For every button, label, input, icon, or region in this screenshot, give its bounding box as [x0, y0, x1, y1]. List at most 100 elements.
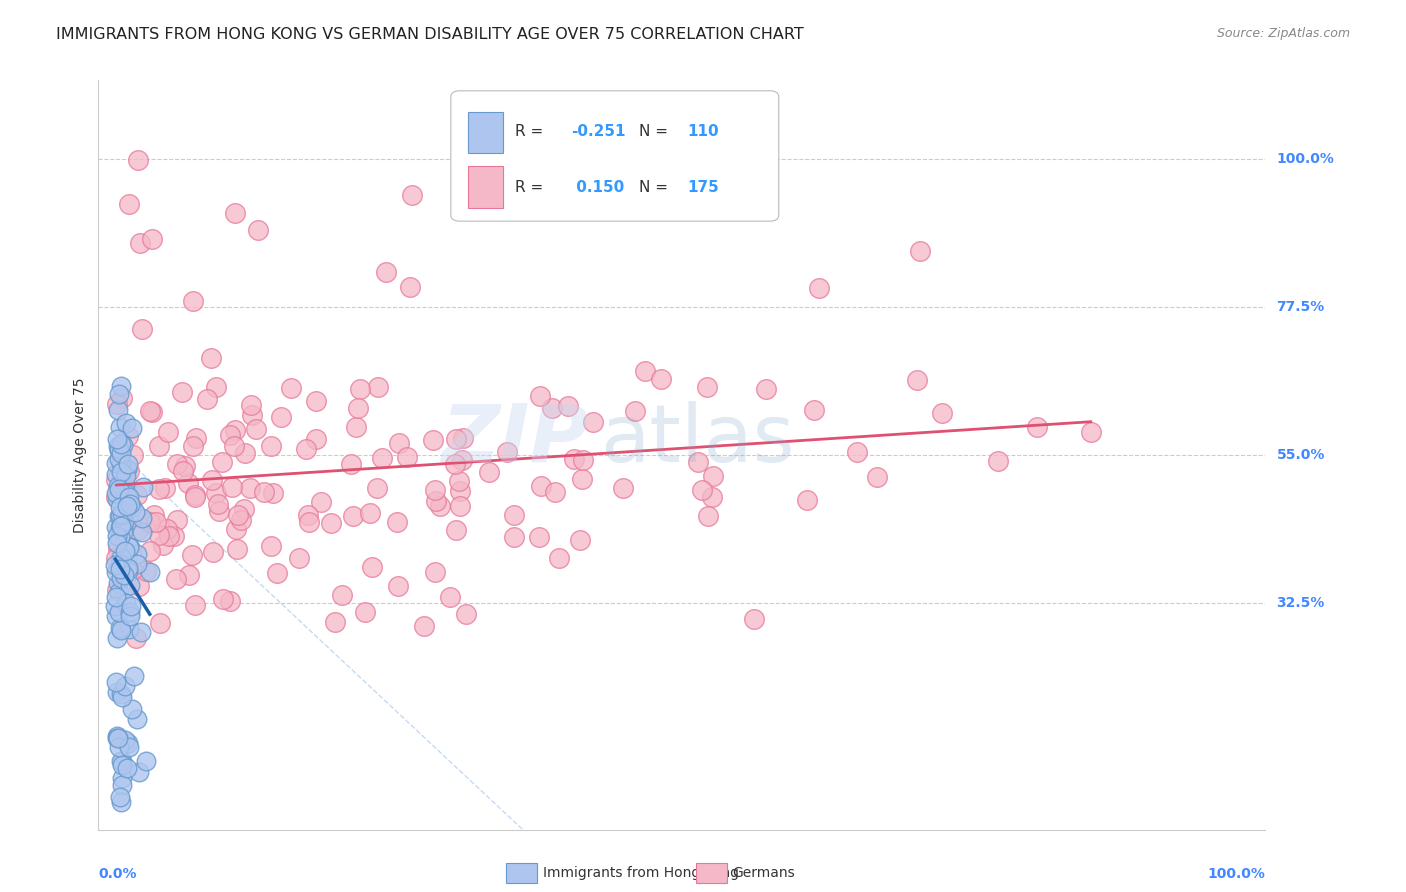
Point: [128, 765, 150, 780]
Point: [120, 609, 142, 624]
Point: [127, 523, 149, 537]
Point: [105, 729, 128, 743]
Point: [115, 486, 138, 500]
Point: [443, 457, 465, 471]
Point: [152, 538, 174, 552]
Point: [153, 481, 176, 495]
Point: [105, 492, 128, 507]
Point: [987, 454, 1010, 468]
Point: [110, 466, 132, 480]
Point: [245, 422, 267, 436]
Point: [288, 551, 311, 566]
Point: [117, 564, 139, 578]
Point: [110, 549, 132, 564]
Text: R =: R =: [515, 180, 548, 195]
Point: [226, 541, 249, 556]
Point: [340, 457, 363, 471]
Point: [451, 453, 474, 467]
Point: [105, 535, 128, 549]
Point: [108, 387, 131, 401]
Point: [371, 451, 394, 466]
Text: ZIP: ZIP: [441, 401, 589, 479]
Text: Source: ZipAtlas.com: Source: ZipAtlas.com: [1216, 27, 1350, 40]
Point: [163, 529, 186, 543]
Point: [633, 364, 655, 378]
Point: [700, 490, 723, 504]
Point: [181, 548, 204, 562]
Point: [183, 599, 205, 613]
Point: [233, 501, 256, 516]
Point: [110, 687, 132, 701]
Point: [129, 624, 152, 639]
Point: [195, 392, 218, 407]
Point: [156, 522, 179, 536]
Point: [143, 508, 166, 522]
Point: [108, 621, 131, 635]
Point: [117, 540, 139, 554]
Point: [454, 607, 477, 621]
Point: [156, 425, 179, 439]
Point: [112, 486, 135, 500]
Point: [114, 732, 136, 747]
Point: [650, 372, 672, 386]
Point: [309, 495, 332, 509]
Point: [105, 433, 128, 447]
Point: [225, 522, 247, 536]
Point: [211, 592, 233, 607]
Point: [354, 605, 377, 619]
Point: [115, 761, 138, 775]
Point: [110, 778, 132, 792]
Point: [121, 421, 143, 435]
Point: [118, 541, 141, 555]
Point: [108, 443, 131, 458]
Point: [541, 401, 564, 416]
Point: [107, 452, 129, 467]
Point: [110, 519, 132, 533]
Point: [702, 469, 724, 483]
Point: [447, 474, 470, 488]
Point: [562, 452, 585, 467]
Point: [422, 433, 444, 447]
Point: [260, 440, 283, 454]
Point: [544, 485, 567, 500]
Point: [118, 196, 141, 211]
Text: 0.150: 0.150: [571, 180, 624, 195]
Text: 100.0%: 100.0%: [1277, 153, 1334, 166]
Point: [181, 294, 204, 309]
Point: [118, 497, 141, 511]
Point: [170, 384, 193, 399]
Text: Immigrants from Hong Kong: Immigrants from Hong Kong: [543, 866, 738, 880]
Point: [111, 771, 134, 785]
Point: [114, 679, 136, 693]
Point: [297, 508, 319, 522]
Point: [581, 415, 603, 429]
Point: [439, 590, 461, 604]
Point: [662, 168, 685, 182]
Bar: [468, 112, 503, 153]
Point: [145, 516, 167, 530]
Point: [118, 623, 141, 637]
Point: [107, 442, 129, 456]
Point: [125, 712, 148, 726]
Point: [110, 562, 132, 576]
Point: [149, 615, 172, 630]
Point: [349, 382, 371, 396]
Text: N =: N =: [638, 125, 672, 139]
Point: [165, 572, 187, 586]
Point: [121, 500, 143, 515]
Point: [105, 550, 128, 565]
Point: [571, 472, 593, 486]
Point: [110, 479, 132, 493]
Point: [305, 394, 328, 409]
Point: [127, 153, 149, 167]
Point: [295, 442, 318, 457]
Point: [388, 436, 411, 450]
Point: [1080, 425, 1102, 439]
Point: [115, 461, 138, 475]
Point: [219, 594, 242, 608]
Point: [108, 605, 131, 619]
Point: [387, 579, 409, 593]
Point: [229, 513, 252, 527]
Point: [105, 731, 128, 745]
Point: [105, 631, 128, 645]
